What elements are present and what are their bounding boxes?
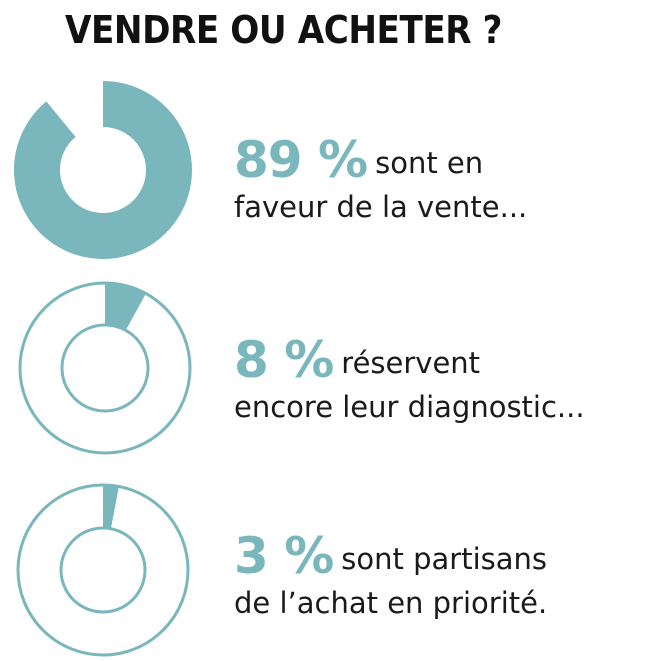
donut-inner-1: [60, 323, 150, 413]
stat-percent-1: 89 %: [234, 131, 368, 189]
donut-outer-2: [16, 483, 190, 657]
stat-percent-3: 3 %: [234, 527, 334, 585]
stat-block-2: 8 % réservent encore leur diagnostic...: [234, 335, 585, 429]
donut-slice-2: [103, 283, 146, 331]
stat-block-1: 89 % sont en faveur de la vente...: [234, 135, 528, 229]
donut-chart-1: [14, 81, 192, 259]
stat-text1-2: réservent: [341, 346, 481, 380]
stat-block-3: 3 % sont partisans de l’achat en priorité…: [234, 531, 548, 625]
stat-text1-3: sont partisans: [341, 542, 548, 576]
donut-slice-1: [14, 81, 192, 259]
stat-text2-2: encore leur diagnostic...: [234, 390, 585, 424]
donut-chart-3: [16, 483, 190, 657]
donut-slice-3: [102, 485, 119, 529]
chart-title: VENDRE OU ACHETER ?: [65, 8, 502, 52]
stat-percent-2: 8 %: [234, 331, 334, 389]
stat-line1-3: 3 % sont partisans: [234, 531, 548, 581]
stat-line1-2: 8 % réservent: [234, 335, 585, 385]
stat-text1-1: sont en: [375, 146, 484, 180]
stat-text2-1: faveur de la vente...: [234, 190, 528, 224]
stat-text2-3: de l’achat en priorité.: [234, 586, 548, 620]
donut-inner-2: [59, 526, 147, 614]
stat-line1-1: 89 % sont en: [234, 135, 527, 185]
donut-chart-2: [18, 281, 192, 455]
